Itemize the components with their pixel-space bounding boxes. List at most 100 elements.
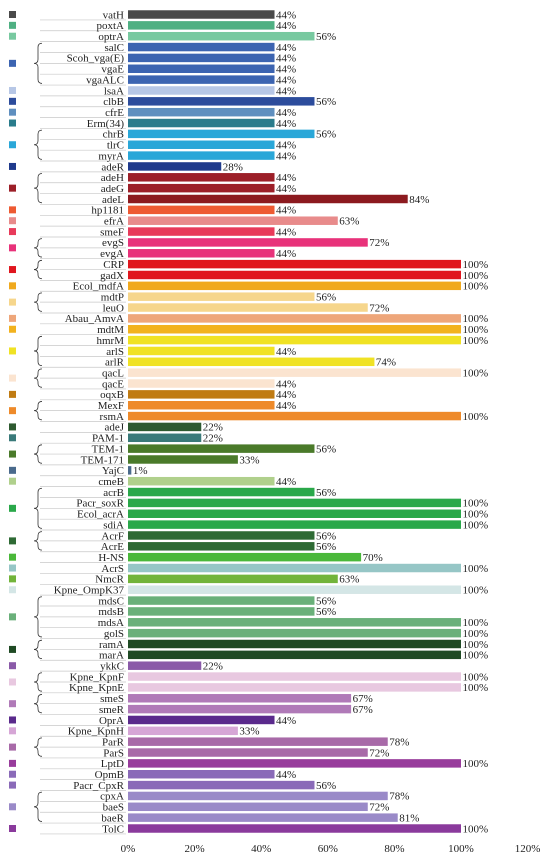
gene-label: poxtA bbox=[97, 20, 125, 32]
percent-label: 56% bbox=[316, 31, 336, 43]
bar-mdsc bbox=[128, 596, 315, 605]
group-swatch bbox=[9, 575, 16, 583]
bar-opra bbox=[128, 715, 275, 725]
group-swatch bbox=[9, 162, 16, 170]
gene-label: qacE bbox=[102, 378, 124, 390]
percent-label: 22% bbox=[203, 422, 223, 434]
x-tick-label: 20% bbox=[185, 843, 205, 855]
group-swatch bbox=[9, 97, 16, 105]
group-brace bbox=[33, 791, 43, 822]
bar-pars bbox=[128, 748, 368, 757]
percent-label: 44% bbox=[276, 226, 296, 238]
bar-chrb bbox=[128, 129, 315, 139]
group-brace bbox=[33, 401, 43, 421]
bar-qacl bbox=[128, 368, 461, 377]
group-brace bbox=[33, 672, 43, 692]
bar-rama bbox=[128, 639, 461, 649]
gene-label: H-NS bbox=[98, 552, 124, 564]
gene-label: adeH bbox=[101, 172, 124, 184]
bar-adeg bbox=[128, 183, 275, 193]
percent-label: 74% bbox=[376, 357, 396, 369]
percent-label: 63% bbox=[339, 574, 359, 586]
percent-label: 56% bbox=[316, 443, 336, 455]
bar-nmcr bbox=[128, 574, 338, 584]
percent-label: 28% bbox=[223, 161, 243, 173]
percent-label: 44% bbox=[276, 74, 296, 86]
group-swatch bbox=[9, 119, 16, 127]
group-brace bbox=[33, 259, 43, 280]
percent-label: 56% bbox=[316, 487, 336, 499]
bar-scoh-vga-e- bbox=[128, 53, 275, 63]
bar-baer bbox=[128, 813, 398, 822]
bar-ecol-acra bbox=[128, 509, 461, 518]
group-swatches bbox=[9, 11, 16, 832]
percent-label: 44% bbox=[276, 476, 296, 488]
percent-label: 33% bbox=[239, 454, 259, 466]
bar-qace bbox=[128, 379, 275, 388]
bar-mexf bbox=[128, 400, 275, 410]
x-tick-label: 40% bbox=[251, 843, 271, 855]
percent-label: 100% bbox=[463, 823, 489, 835]
bar-mdtp bbox=[128, 292, 315, 301]
gene-label: gadX bbox=[100, 270, 124, 282]
bar-acrs bbox=[128, 563, 461, 573]
gene-label: mdtM bbox=[97, 324, 124, 336]
bar-kpne-kpnh bbox=[128, 726, 238, 736]
gene-label: Erm(34) bbox=[87, 118, 125, 130]
gene-label: MexF bbox=[98, 400, 124, 412]
x-tick-label: 60% bbox=[318, 843, 338, 855]
group-swatch bbox=[9, 678, 16, 686]
group-brace bbox=[33, 335, 43, 367]
gene-label: acrB bbox=[103, 487, 124, 499]
percent-label: 72% bbox=[369, 802, 389, 814]
gene-label: evgS bbox=[102, 237, 124, 249]
percent-label: 44% bbox=[276, 769, 296, 781]
group-swatch bbox=[9, 282, 16, 290]
group-brace bbox=[33, 238, 43, 258]
percent-label: 100% bbox=[463, 617, 489, 629]
bar-rsma bbox=[128, 411, 461, 421]
bar-ader bbox=[128, 162, 222, 171]
gene-label: mdsB bbox=[98, 606, 124, 618]
bar-opmb bbox=[128, 770, 275, 779]
percent-label: 100% bbox=[463, 498, 489, 510]
group-swatch bbox=[9, 266, 16, 274]
group-brace bbox=[33, 42, 43, 84]
percent-label: 44% bbox=[276, 140, 296, 152]
percent-label: 44% bbox=[276, 205, 296, 217]
bar-pam-1 bbox=[128, 433, 202, 443]
percent-label: 100% bbox=[463, 671, 489, 683]
percent-label: 100% bbox=[463, 367, 489, 379]
gene-label: Ecol_mdfA bbox=[73, 281, 124, 293]
bar-clbb bbox=[128, 97, 315, 106]
bar-vgae bbox=[128, 64, 275, 73]
gene-label: cfrE bbox=[105, 107, 124, 119]
bar-tem-171 bbox=[128, 455, 238, 464]
x-tick-label: 0% bbox=[121, 843, 136, 855]
gene-label: vgaALC bbox=[86, 74, 124, 86]
group-swatch bbox=[9, 586, 16, 594]
bar-smer bbox=[128, 704, 352, 714]
group-swatch bbox=[9, 86, 16, 94]
gene-label: smeF bbox=[100, 226, 124, 238]
group-swatch bbox=[9, 244, 16, 252]
bar-tolc bbox=[128, 824, 461, 833]
group-swatch bbox=[9, 298, 16, 306]
gene-label: ykkC bbox=[100, 661, 124, 673]
group-swatch bbox=[9, 347, 16, 355]
group-swatch bbox=[9, 770, 16, 778]
bar-salc bbox=[128, 42, 275, 52]
percent-label: 100% bbox=[463, 411, 489, 423]
group-brace bbox=[33, 129, 43, 160]
percent-label: 44% bbox=[276, 64, 296, 76]
percent-label: 44% bbox=[276, 53, 296, 65]
group-swatch bbox=[9, 781, 16, 789]
gene-label: marA bbox=[99, 650, 124, 662]
bar-adeh bbox=[128, 173, 275, 182]
bar-lptd bbox=[128, 759, 461, 768]
percent-label: 33% bbox=[239, 726, 259, 738]
gene-label: mdsA bbox=[98, 617, 124, 629]
gene-label: smeR bbox=[99, 704, 125, 716]
gene-label: rsmA bbox=[100, 411, 125, 423]
